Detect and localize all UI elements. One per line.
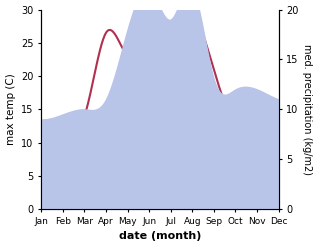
Y-axis label: med. precipitation (kg/m2): med. precipitation (kg/m2) xyxy=(302,44,313,175)
X-axis label: date (month): date (month) xyxy=(119,231,201,242)
Y-axis label: max temp (C): max temp (C) xyxy=(5,74,16,145)
